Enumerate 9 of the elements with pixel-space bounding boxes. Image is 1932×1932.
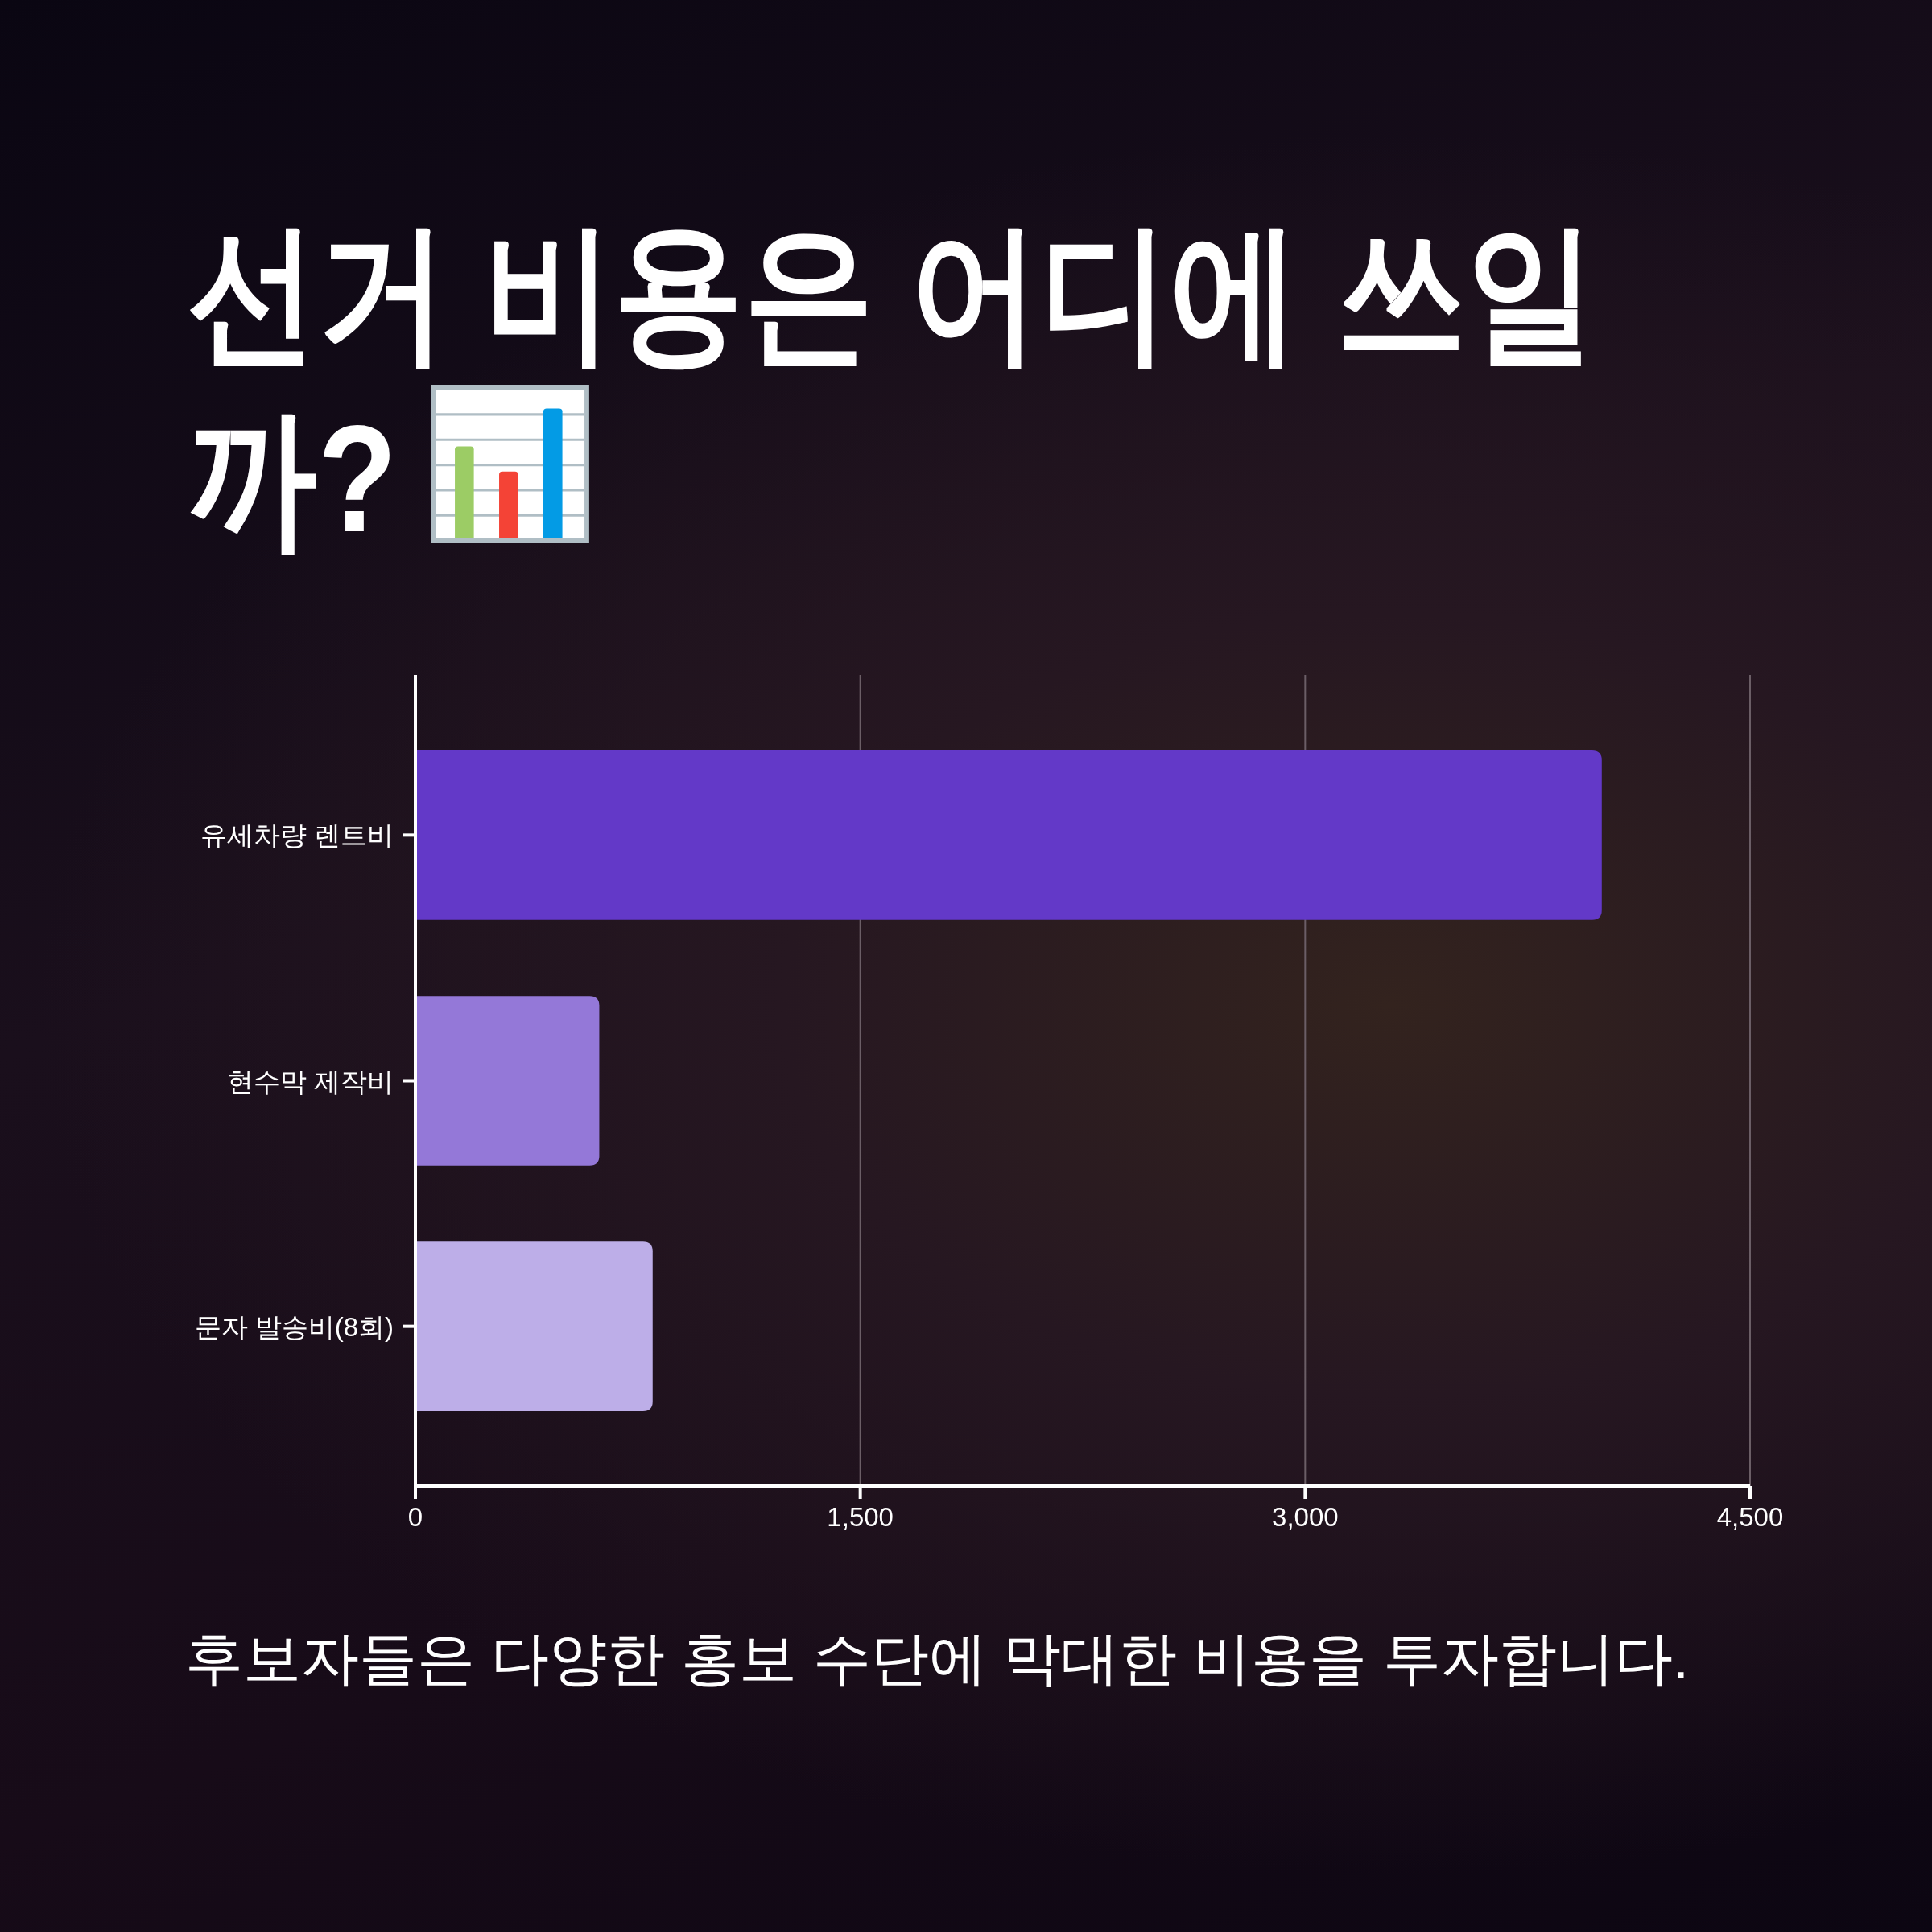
x-tick-label: 4,500 [1716, 1502, 1784, 1532]
x-tick-label: 1,500 [827, 1502, 894, 1532]
y-tick-label: 문자 발송비(8회) [194, 1311, 394, 1342]
x-tick-label: 0 [407, 1502, 423, 1532]
chart-title: 선거 비용은 어디에 쓰일까? [188, 207, 1596, 564]
x-tick-label: 3,000 [1272, 1502, 1339, 1532]
text: 후보자들은 다양한 홍보 수단에 막대한 비용을 투자합니다. [185, 1626, 1690, 1690]
y-tick-label: 유세차량 렌트비 [200, 820, 394, 851]
y-tick-label: 현수막 제작비 [226, 1066, 394, 1096]
